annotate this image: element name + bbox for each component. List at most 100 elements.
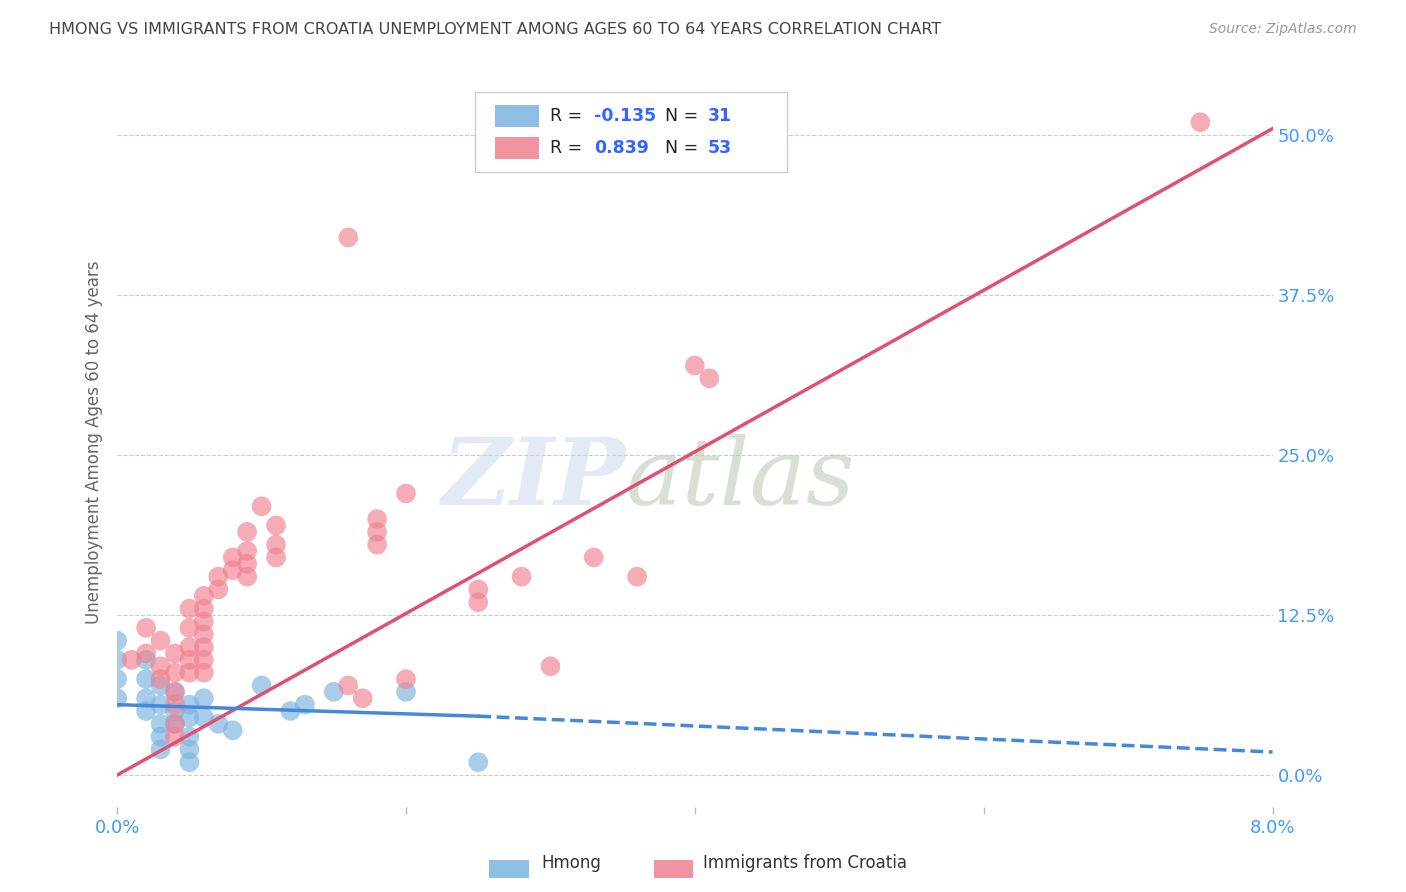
Point (582, 550, 605, 565)
Text: N =: N = (654, 107, 704, 125)
Point (179, 730, 201, 744)
Text: 0.839: 0.839 (595, 139, 650, 157)
Point (280, 704, 302, 718)
Text: R =: R = (550, 107, 588, 125)
Text: Immigrants from Croatia: Immigrants from Croatia (703, 855, 907, 872)
Point (264, 550, 287, 565)
Point (163, 730, 186, 744)
Point (135, 691, 157, 706)
Point (149, 633, 172, 648)
Point (163, 685, 186, 699)
Point (179, 698, 201, 712)
Point (193, 691, 215, 706)
Text: N =: N = (654, 139, 704, 157)
Point (626, 569, 648, 583)
Point (193, 710, 215, 724)
Point (163, 647, 186, 661)
Point (179, 621, 201, 635)
Point (179, 756, 201, 770)
Point (179, 601, 201, 615)
FancyBboxPatch shape (475, 92, 787, 172)
Text: Source: ZipAtlas.com: Source: ZipAtlas.com (1209, 22, 1357, 37)
Y-axis label: Unemployment Among Ages 60 to 64 years: Unemployment Among Ages 60 to 64 years (86, 260, 103, 624)
Point (105, 633, 128, 648)
Point (683, 359, 706, 373)
Point (149, 742, 172, 756)
Point (179, 665, 201, 680)
FancyBboxPatch shape (495, 137, 538, 159)
Point (135, 621, 157, 635)
Point (236, 569, 259, 583)
Point (395, 486, 418, 500)
Point (193, 615, 215, 629)
Point (538, 659, 561, 673)
Point (264, 538, 287, 552)
Point (467, 582, 489, 597)
Text: atlas: atlas (626, 434, 855, 524)
Point (236, 544, 259, 558)
Point (250, 500, 273, 514)
Point (135, 672, 157, 686)
Point (222, 550, 245, 565)
Point (222, 723, 245, 738)
Point (207, 569, 229, 583)
Point (193, 627, 215, 641)
Point (179, 653, 201, 667)
Point (322, 685, 344, 699)
Point (264, 518, 287, 533)
Point (337, 678, 360, 692)
Point (467, 756, 489, 770)
Text: ZIP: ZIP (441, 434, 626, 524)
Point (163, 698, 186, 712)
Point (149, 716, 172, 731)
Point (337, 230, 360, 244)
Point (193, 665, 215, 680)
Point (207, 582, 229, 597)
Text: 31: 31 (707, 107, 731, 125)
Point (163, 716, 186, 731)
Point (366, 512, 388, 526)
Text: -0.135: -0.135 (595, 107, 657, 125)
Point (163, 704, 186, 718)
Point (163, 665, 186, 680)
Point (366, 524, 388, 539)
Point (510, 569, 533, 583)
Point (179, 742, 201, 756)
Point (149, 678, 172, 692)
Point (250, 678, 273, 692)
Point (395, 685, 418, 699)
Point (222, 563, 245, 577)
Point (149, 730, 172, 744)
Point (236, 524, 259, 539)
Point (193, 589, 215, 603)
Point (149, 672, 172, 686)
Point (697, 371, 720, 385)
Point (467, 595, 489, 609)
Point (163, 685, 186, 699)
Point (135, 653, 157, 667)
Point (294, 698, 316, 712)
Point (236, 557, 259, 571)
Text: Hmong: Hmong (541, 855, 602, 872)
Text: HMONG VS IMMIGRANTS FROM CROATIA UNEMPLOYMENT AMONG AGES 60 TO 64 YEARS CORRELAT: HMONG VS IMMIGRANTS FROM CROATIA UNEMPLO… (49, 22, 942, 37)
Point (135, 647, 157, 661)
Point (352, 691, 374, 706)
Point (207, 716, 229, 731)
Point (193, 601, 215, 615)
Point (366, 538, 388, 552)
Point (193, 653, 215, 667)
FancyBboxPatch shape (495, 105, 538, 127)
Point (105, 672, 128, 686)
Point (395, 672, 418, 686)
Text: R =: R = (550, 139, 588, 157)
Point (149, 659, 172, 673)
Point (105, 691, 128, 706)
Point (179, 710, 201, 724)
Point (193, 640, 215, 654)
Point (179, 640, 201, 654)
Point (121, 653, 143, 667)
Point (105, 653, 128, 667)
Point (1189, 115, 1212, 129)
Point (135, 704, 157, 718)
Point (163, 716, 186, 731)
